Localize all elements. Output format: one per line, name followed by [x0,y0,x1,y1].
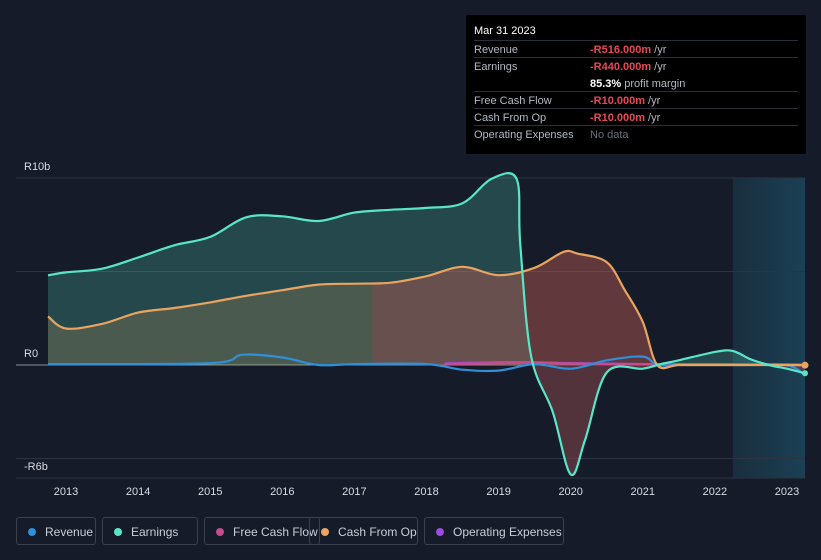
legend-label: Free Cash Flow [233,525,318,539]
tooltip-label: Free Cash Flow [474,95,552,107]
cash-from-op-end-marker [801,361,809,369]
x-tick-label: 2021 [631,486,655,498]
legend-item-operating-expenses[interactable]: Operating Expenses [424,517,564,545]
x-tick-label: 2016 [270,486,294,498]
tooltip-value: -R440.000m/yr [590,61,667,73]
x-tick-label: 2023 [775,486,799,498]
x-tick-label: 2022 [703,486,727,498]
cash-from-op-past-shading [372,250,658,365]
legend-item-cash-from-op[interactable]: Cash From Op [309,517,418,545]
earnings-area [48,173,805,476]
tooltip-date: Mar 31 2023 [474,25,536,37]
legend-dot [114,528,122,536]
tooltip-profit-margin: 85.3% profit margin [590,78,686,90]
cash-from-op-line [47,249,806,370]
tooltip-label: Earnings [474,61,518,73]
y-axis-label: R10b [24,161,50,173]
legend-dot [28,528,36,536]
tooltip-label: Revenue [474,44,519,56]
x-tick-label: 2019 [486,486,510,498]
tooltip-row-margin: 85.3% profit margin [474,74,798,92]
chart: R10b R0 -R6b 2013 2014 2015 2016 2017 2018 2019 20… [16,161,809,498]
x-tick-label: 2017 [342,486,366,498]
tooltip: Mar 31 2023 Revenue -R516.000m/yr Earnin… [466,15,806,154]
y-axis-label: R0 [24,348,38,360]
x-tick-label: 2015 [198,486,222,498]
legend-dot [321,528,329,536]
tooltip-row-cash-from-op: Cash From Op -R10.000m/yr [474,108,798,126]
tooltip-row-free-cash-flow: Free Cash Flow -R10.000m/yr [474,91,798,109]
tooltip-row-revenue: Revenue -R516.000m/yr [474,40,798,58]
earnings-line [47,172,806,477]
tooltip-label: Cash From Op [474,112,547,124]
forecast-shading [732,178,805,478]
x-tick-label: 2020 [558,486,582,498]
legend-label: Cash From Op [338,525,417,539]
legend-item-earnings[interactable]: Earnings [102,517,198,545]
legend-label: Earnings [131,525,179,539]
tooltip-no-data: No data [590,129,629,141]
tooltip-row-operating-expenses: Operating Expenses No data [474,125,798,143]
x-tick-label: 2014 [126,486,150,498]
cash-from-op-area [48,250,805,369]
earnings-end-marker [802,370,808,377]
legend-item-revenue[interactable]: Revenue [16,517,96,545]
y-axis-label: -R6b [24,461,48,473]
legend-label: Operating Expenses [453,525,562,539]
legend-label: Revenue [45,525,94,539]
tooltip-row-earnings: Earnings -R440.000m/yr [474,57,798,75]
x-tick-label: 2018 [414,486,438,498]
legend-dot [216,528,224,536]
x-tick-label: 2013 [54,486,78,498]
legend-item-free-cash-flow[interactable]: Free Cash Flow [204,517,320,545]
tooltip-value: -R10.000m/yr [590,95,661,107]
legend-dot [436,528,444,536]
tooltip-label: Operating Expenses [474,129,574,141]
tooltip-value: -R516.000m/yr [590,44,667,56]
tooltip-value: -R10.000m/yr [590,112,661,124]
